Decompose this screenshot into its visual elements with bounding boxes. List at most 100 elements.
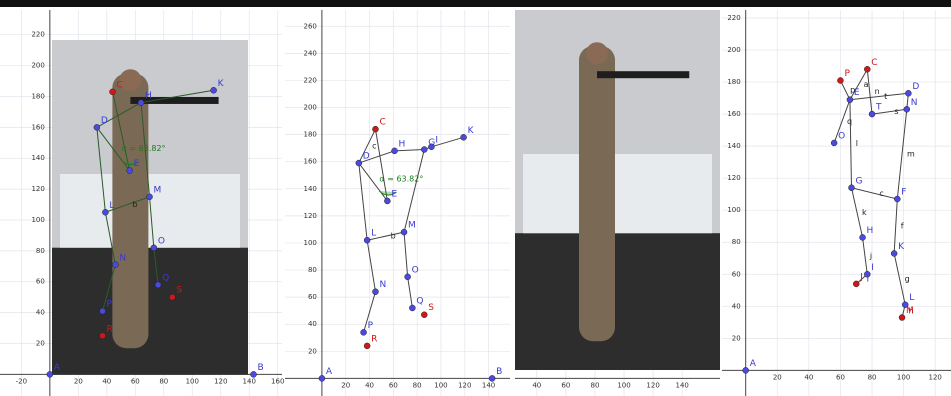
point: [421, 312, 427, 318]
point: [112, 262, 118, 268]
y-tick-label: 20: [36, 340, 45, 348]
point-label: N: [379, 280, 386, 290]
y-tick-label: 120: [304, 212, 317, 220]
segment-label: f: [901, 222, 904, 231]
point: [849, 185, 855, 191]
photo-floor: [52, 248, 248, 375]
point-label: E: [134, 159, 140, 169]
x-tick-label: 100: [617, 381, 630, 389]
y-tick-label: 160: [304, 158, 317, 166]
x-tick-label: 60: [561, 381, 570, 389]
point-label: B: [258, 363, 264, 373]
point-label: D: [363, 152, 370, 162]
y-tick-label: 140: [304, 185, 317, 193]
point: [891, 250, 897, 256]
point-label: N: [119, 253, 126, 263]
x-tick-label: 20: [773, 373, 782, 381]
y-tick-label: 160: [31, 123, 44, 131]
y-tick-label: 200: [304, 104, 317, 112]
photo-wall: [60, 174, 240, 248]
point: [319, 375, 325, 381]
y-tick-label: 180: [304, 131, 317, 139]
point-label: S: [176, 286, 182, 296]
point: [138, 100, 144, 106]
y-tick-label: 220: [31, 31, 44, 39]
x-tick-label: 40: [365, 381, 374, 389]
point-label: P: [107, 300, 113, 310]
x-tick-label: 20: [74, 377, 83, 385]
x-tick-label: 80: [413, 381, 422, 389]
point: [372, 126, 378, 132]
point: [905, 90, 911, 96]
point-label: M: [408, 221, 416, 231]
x-tick-label: 40: [804, 373, 813, 381]
x-tick-label: 120: [458, 381, 471, 389]
y-tick-label: 60: [36, 278, 45, 286]
point-label: S: [428, 303, 434, 313]
point-label: R: [371, 334, 377, 344]
point-label: Q: [416, 296, 423, 306]
point: [864, 66, 870, 72]
point-label: I: [871, 263, 874, 273]
point-label: B: [496, 367, 502, 377]
point: [853, 281, 859, 287]
point: [860, 234, 866, 240]
y-tick-label: 240: [304, 49, 317, 57]
x-tick-label: 40: [532, 381, 541, 389]
x-tick-label: 40: [102, 377, 111, 385]
x-tick-label: 120: [646, 381, 659, 389]
y-tick-label: 180: [31, 92, 44, 100]
segment-label: a: [864, 80, 869, 89]
point-label: M: [154, 185, 162, 195]
x-tick-label: 140: [243, 377, 256, 385]
point: [361, 329, 367, 335]
point-label: P: [844, 69, 850, 79]
y-tick-label: 120: [727, 174, 740, 182]
point-label: O: [412, 265, 419, 275]
point-label: O: [838, 131, 845, 141]
point-label: A: [326, 367, 333, 377]
point: [837, 77, 843, 83]
angle-label: α = 63.82°: [379, 174, 423, 183]
point: [409, 305, 415, 311]
point: [864, 271, 870, 277]
y-tick-label: 200: [727, 46, 740, 54]
y-tick-label: 160: [727, 110, 740, 118]
y-tick-label: 100: [31, 216, 44, 224]
point-label: M: [906, 306, 914, 316]
segment-label: b: [391, 232, 396, 241]
segment-label: t: [884, 92, 887, 101]
y-tick-label: 220: [727, 14, 740, 22]
x-tick-label: 80: [868, 373, 877, 381]
point-label: N: [911, 98, 918, 108]
point-label: T: [875, 103, 882, 113]
point: [356, 160, 362, 166]
point: [904, 106, 910, 112]
top-bar: [0, 0, 951, 7]
point-label: E: [391, 189, 397, 199]
x-tick-label: 160: [271, 377, 284, 385]
segment-label: n: [875, 87, 880, 96]
point: [364, 343, 370, 349]
y-tick-label: 40: [308, 320, 317, 328]
x-tick-label: 60: [389, 381, 398, 389]
point: [151, 245, 157, 251]
point-label: H: [867, 226, 874, 236]
x-tick-label: 20: [341, 381, 350, 389]
point-label: D: [101, 116, 108, 126]
point: [169, 294, 175, 300]
point: [100, 308, 106, 314]
y-tick-label: 200: [31, 62, 44, 70]
y-tick-label: 60: [732, 270, 741, 278]
y-tick-label: 100: [727, 206, 740, 214]
y-tick-label: 120: [31, 185, 44, 193]
segment-label: l: [856, 139, 858, 148]
y-tick-label: 100: [304, 239, 317, 247]
point-label: P: [368, 321, 374, 331]
y-tick-label: 80: [308, 266, 317, 274]
point-label: R: [107, 324, 113, 334]
point: [94, 124, 100, 130]
point-label: C: [379, 118, 385, 128]
x-tick-label: 80: [591, 381, 600, 389]
point: [147, 194, 153, 200]
